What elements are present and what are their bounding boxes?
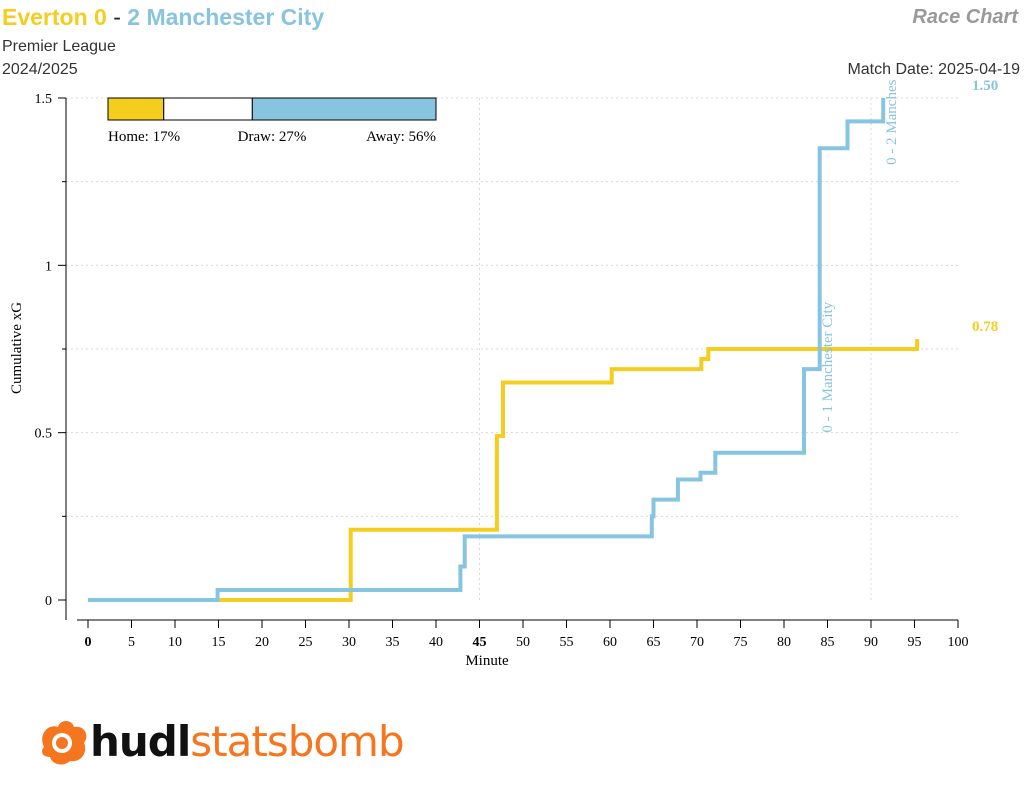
- match-date-label: Match Date: 2025-04-19: [847, 61, 1020, 78]
- chart-kind-label: Race Chart: [912, 6, 1018, 28]
- away-probability-label: Away: 56%: [366, 129, 436, 145]
- away-team-score: 2 Manchester City: [127, 4, 325, 30]
- logo-hudl-text: hudl: [90, 717, 191, 766]
- draw-probability-label: Draw: 27%: [238, 129, 307, 145]
- goal-annotation: 0 - 1 Manchester City: [820, 301, 836, 432]
- y-tick-label: 1: [45, 259, 52, 274]
- x-tick-label: 90: [864, 635, 878, 650]
- tick-labels: 0 0.5 1 1.5 0 5 10 15 20 25 30 35 40 45 50 55 60 65 70 75 80…: [35, 92, 969, 650]
- home-probability-segment: [107, 97, 165, 121]
- x-tick-label: 5: [128, 635, 135, 650]
- season-label: 2024/2025: [2, 61, 78, 78]
- x-tick-label: 55: [560, 635, 574, 650]
- competition-label: Premier League: [2, 38, 116, 55]
- goal-annotation: 0 - 2 Manchester City: [884, 80, 900, 165]
- axes: [65, 98, 958, 621]
- final-xg-label: 1.50: [972, 80, 998, 94]
- win-probability-bar: Home: 17% Draw: 27% Away: 56%: [107, 97, 437, 145]
- x-tick-label: 75: [734, 635, 748, 650]
- y-tick-label: 1.5: [35, 92, 53, 107]
- x-tick-label: 0: [85, 635, 92, 650]
- x-tick-label: 20: [255, 635, 269, 650]
- hudl-statsbomb-logo: hudlstatsbomb: [36, 712, 405, 772]
- x-tick-label: 65: [647, 635, 661, 650]
- x-tick-label: 30: [342, 635, 356, 650]
- race-chart: 00.511.50 5 10 15 20 25 30 35 40 45 50 55 60 65 70 75 80…: [9, 80, 998, 669]
- x-tick-label: 100: [948, 635, 969, 650]
- y-tick-label: 0.5: [35, 427, 53, 442]
- away-probability-segment: [251, 97, 437, 121]
- x-tick-label: 95: [908, 635, 922, 650]
- final-xg-label: 0.78: [972, 319, 998, 335]
- home-team-score: Everton 0: [2, 4, 107, 30]
- x-tick-label: 10: [168, 635, 182, 650]
- x-tick-label: 80: [777, 635, 791, 650]
- x-tick-label: 25: [299, 635, 313, 650]
- goal-annotations: 0 - 1 Manchester City 0 - 2 Manchester Ci…: [820, 80, 900, 433]
- x-tick-label: 35: [386, 635, 400, 650]
- x-axis-label: Minute: [465, 653, 509, 669]
- series-line-away: [88, 98, 886, 602]
- statsbomb-flame-icon: [42, 721, 87, 765]
- series-lines: [88, 98, 920, 602]
- y-axis-label: Cumulative xG: [9, 302, 25, 394]
- score-separator: -: [113, 4, 121, 30]
- x-tick-label: 45: [473, 635, 487, 650]
- series-line-home: [88, 339, 920, 602]
- draw-probability-segment: [163, 97, 253, 121]
- x-tick-label: 70: [690, 635, 704, 650]
- match-title: Everton 0 - 2 Manchester City: [2, 2, 324, 32]
- final-xg-labels: 0.78 1.50: [972, 80, 998, 335]
- x-tick-label: 60: [603, 635, 617, 650]
- logo-wordmark: hudlstatsbomb: [90, 712, 405, 772]
- home-probability-label: Home: 17%: [108, 129, 180, 145]
- x-tick-label: 40: [429, 635, 443, 650]
- logo-statsbomb-text: statsbomb: [190, 717, 404, 766]
- x-tick-label: 15: [212, 635, 226, 650]
- y-tick-label: 0: [45, 594, 52, 609]
- x-tick-label: 50: [516, 635, 530, 650]
- x-tick-label: 85: [821, 635, 835, 650]
